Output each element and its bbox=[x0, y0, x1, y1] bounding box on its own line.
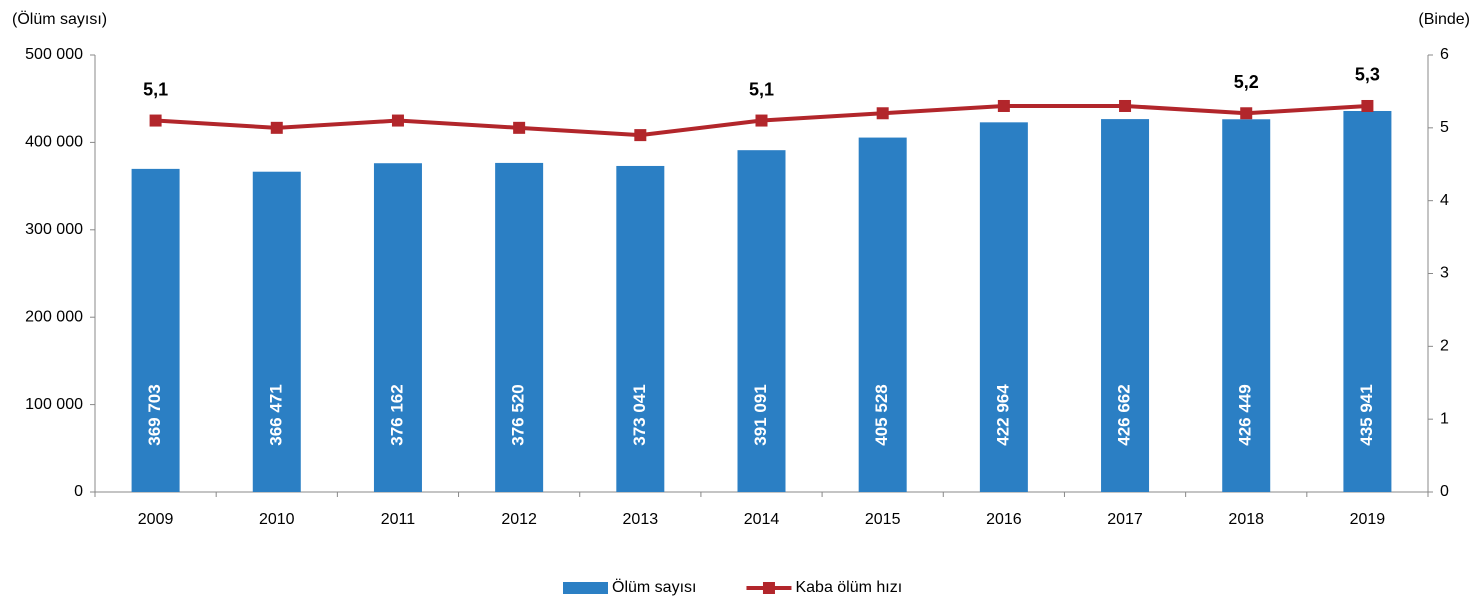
x-tick-label: 2017 bbox=[1107, 511, 1143, 528]
bar-value-label: 405 528 bbox=[872, 384, 891, 445]
legend-marker bbox=[762, 582, 775, 594]
line-marker bbox=[634, 129, 647, 142]
y2-tick-label: 6 bbox=[1440, 46, 1449, 63]
bar-value-label: 376 162 bbox=[387, 384, 406, 445]
y-tick-label: 500 000 bbox=[25, 46, 83, 63]
bar bbox=[131, 168, 180, 492]
bar-value-label: 435 941 bbox=[1357, 384, 1376, 445]
line-value-label: 5,1 bbox=[143, 79, 168, 99]
legend-label: Kaba ölüm hızı bbox=[795, 579, 902, 596]
line-marker bbox=[1361, 99, 1374, 112]
y-tick-label: 100 000 bbox=[25, 396, 83, 413]
bar-value-label: 391 091 bbox=[751, 384, 770, 445]
x-tick-label: 2019 bbox=[1350, 511, 1386, 528]
x-tick-label: 2012 bbox=[501, 511, 537, 528]
bar bbox=[979, 122, 1028, 492]
line-marker bbox=[270, 121, 283, 134]
bar bbox=[616, 165, 665, 493]
bar bbox=[373, 163, 422, 492]
x-tick-label: 2010 bbox=[259, 511, 295, 528]
line-value-label: 5,3 bbox=[1355, 65, 1380, 85]
x-tick-label: 2011 bbox=[381, 511, 416, 528]
bar-value-label: 366 471 bbox=[266, 384, 285, 445]
x-tick-label: 2016 bbox=[986, 511, 1022, 528]
bar-value-label: 376 520 bbox=[509, 384, 528, 445]
legend-label: Ölüm sayısı bbox=[612, 578, 696, 596]
line-marker bbox=[1240, 107, 1253, 120]
x-tick-label: 2013 bbox=[623, 511, 659, 528]
line-marker bbox=[513, 121, 526, 134]
y2-tick-label: 0 bbox=[1440, 483, 1449, 500]
y2-tick-label: 2 bbox=[1440, 338, 1449, 355]
line-value-label: 5,2 bbox=[1234, 72, 1259, 92]
bar-value-label: 373 041 bbox=[630, 384, 649, 445]
y-tick-label: 300 000 bbox=[25, 221, 83, 238]
bar bbox=[737, 150, 786, 492]
line-marker bbox=[997, 99, 1010, 112]
bar bbox=[858, 137, 907, 492]
x-tick-label: 2015 bbox=[865, 511, 901, 528]
y-tick-label: 0 bbox=[74, 483, 83, 500]
y-tick-label: 200 000 bbox=[25, 308, 83, 325]
y2-tick-label: 1 bbox=[1440, 410, 1449, 427]
y2-tick-label: 3 bbox=[1440, 265, 1449, 282]
y2-axis-label: (Binde) bbox=[1418, 11, 1470, 28]
bar-value-label: 426 662 bbox=[1115, 384, 1134, 445]
bar bbox=[1222, 119, 1271, 493]
line-marker bbox=[876, 107, 889, 120]
x-tick-label: 2014 bbox=[744, 511, 780, 528]
x-tick-label: 2009 bbox=[138, 511, 174, 528]
line-marker bbox=[755, 114, 768, 127]
bar bbox=[1343, 110, 1392, 493]
y2-tick-label: 5 bbox=[1440, 119, 1449, 136]
line-marker bbox=[149, 114, 162, 127]
bar-value-label: 422 964 bbox=[993, 384, 1012, 446]
y-tick-label: 400 000 bbox=[25, 134, 83, 151]
bar-value-label: 369 703 bbox=[145, 384, 164, 445]
x-tick-label: 2018 bbox=[1228, 511, 1264, 528]
bar bbox=[495, 162, 544, 493]
bar bbox=[1101, 119, 1150, 492]
y2-tick-label: 4 bbox=[1440, 192, 1449, 209]
line-marker bbox=[391, 114, 404, 127]
bar bbox=[252, 171, 301, 492]
bar-value-label: 426 449 bbox=[1236, 384, 1255, 445]
line-marker bbox=[1119, 99, 1132, 112]
y-axis-label: (Ölüm sayısı) bbox=[12, 10, 107, 28]
line-value-label: 5,1 bbox=[749, 79, 774, 99]
legend-swatch bbox=[563, 582, 608, 594]
